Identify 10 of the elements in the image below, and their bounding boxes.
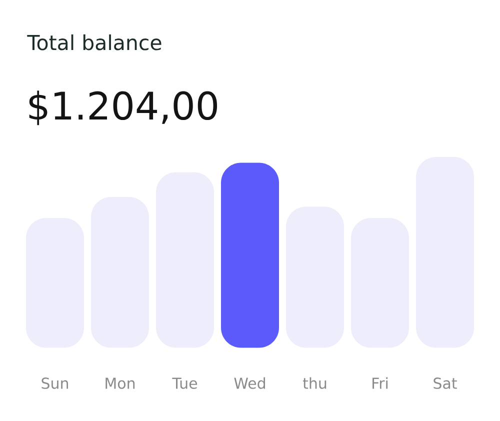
chart-title: Total balance <box>27 34 162 50</box>
x-tick-label: Wed <box>234 377 265 389</box>
x-tick-label: Mon <box>106 378 135 389</box>
bar <box>221 162 280 348</box>
chart-subtitle: $1.204,00 <box>29 90 218 126</box>
x-tick-label: Fri <box>372 377 388 389</box>
x-tick-label: thu <box>302 377 326 389</box>
x-tick-label: Sun <box>42 378 68 389</box>
x-tick-label: Tue <box>172 378 198 389</box>
x-tick-label: Sat <box>434 378 457 389</box>
